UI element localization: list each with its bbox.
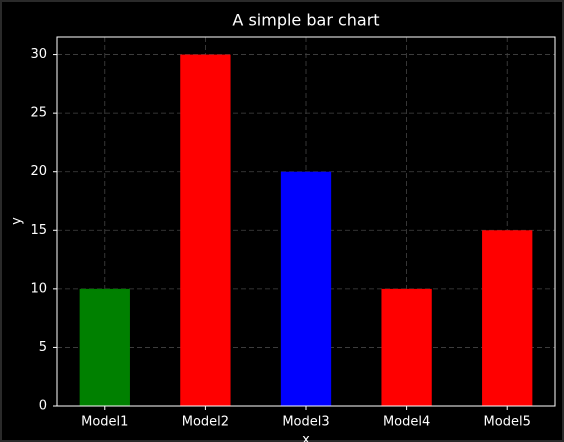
bar (79, 288, 130, 406)
x-axis-label: x (302, 433, 310, 442)
y-tick-label: 5 (39, 340, 47, 355)
y-tick-label: 0 (39, 399, 47, 414)
chart-title: A simple bar chart (232, 11, 379, 30)
y-tick-label: 20 (30, 164, 47, 179)
x-tick-label: Model3 (282, 415, 329, 430)
x-tick-label: Model1 (81, 415, 128, 430)
bar (280, 171, 332, 406)
y-tick-label: 15 (30, 223, 47, 238)
bar (482, 230, 533, 406)
y-tick-label: 25 (30, 106, 47, 121)
y-axis-label: y (10, 217, 25, 225)
x-tick-label: Model4 (383, 415, 430, 430)
y-tick-label: 10 (30, 281, 47, 296)
bar (180, 54, 231, 406)
plot-frame (56, 36, 556, 407)
x-tick-label: Model5 (484, 415, 531, 430)
x-tick-label: Model2 (182, 415, 229, 430)
bar (381, 288, 432, 406)
y-tick-label: 30 (30, 47, 47, 62)
